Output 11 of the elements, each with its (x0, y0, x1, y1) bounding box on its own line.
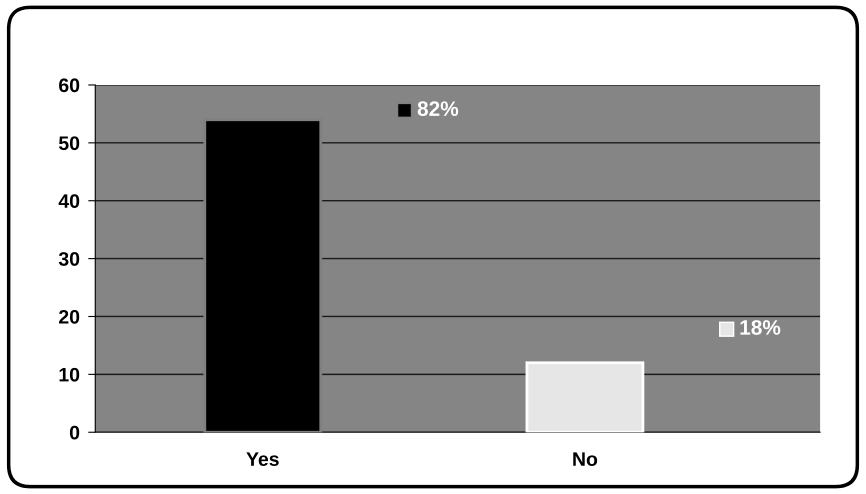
x-tick-label: Yes (246, 452, 279, 466)
y-tick-label: 30 (58, 252, 80, 266)
y-tick-label: 0 (70, 426, 80, 440)
y-tick-label: 40 (58, 194, 80, 208)
annotation: 82% (418, 101, 458, 116)
y-tick-label: 20 (59, 310, 80, 324)
y-tick-label: 10 (60, 368, 80, 382)
annotation: 18% (740, 320, 780, 335)
y-tick-label: 60 (59, 78, 80, 92)
y-tick-label: 50 (58, 136, 80, 150)
x-tick-label: No (573, 452, 598, 466)
